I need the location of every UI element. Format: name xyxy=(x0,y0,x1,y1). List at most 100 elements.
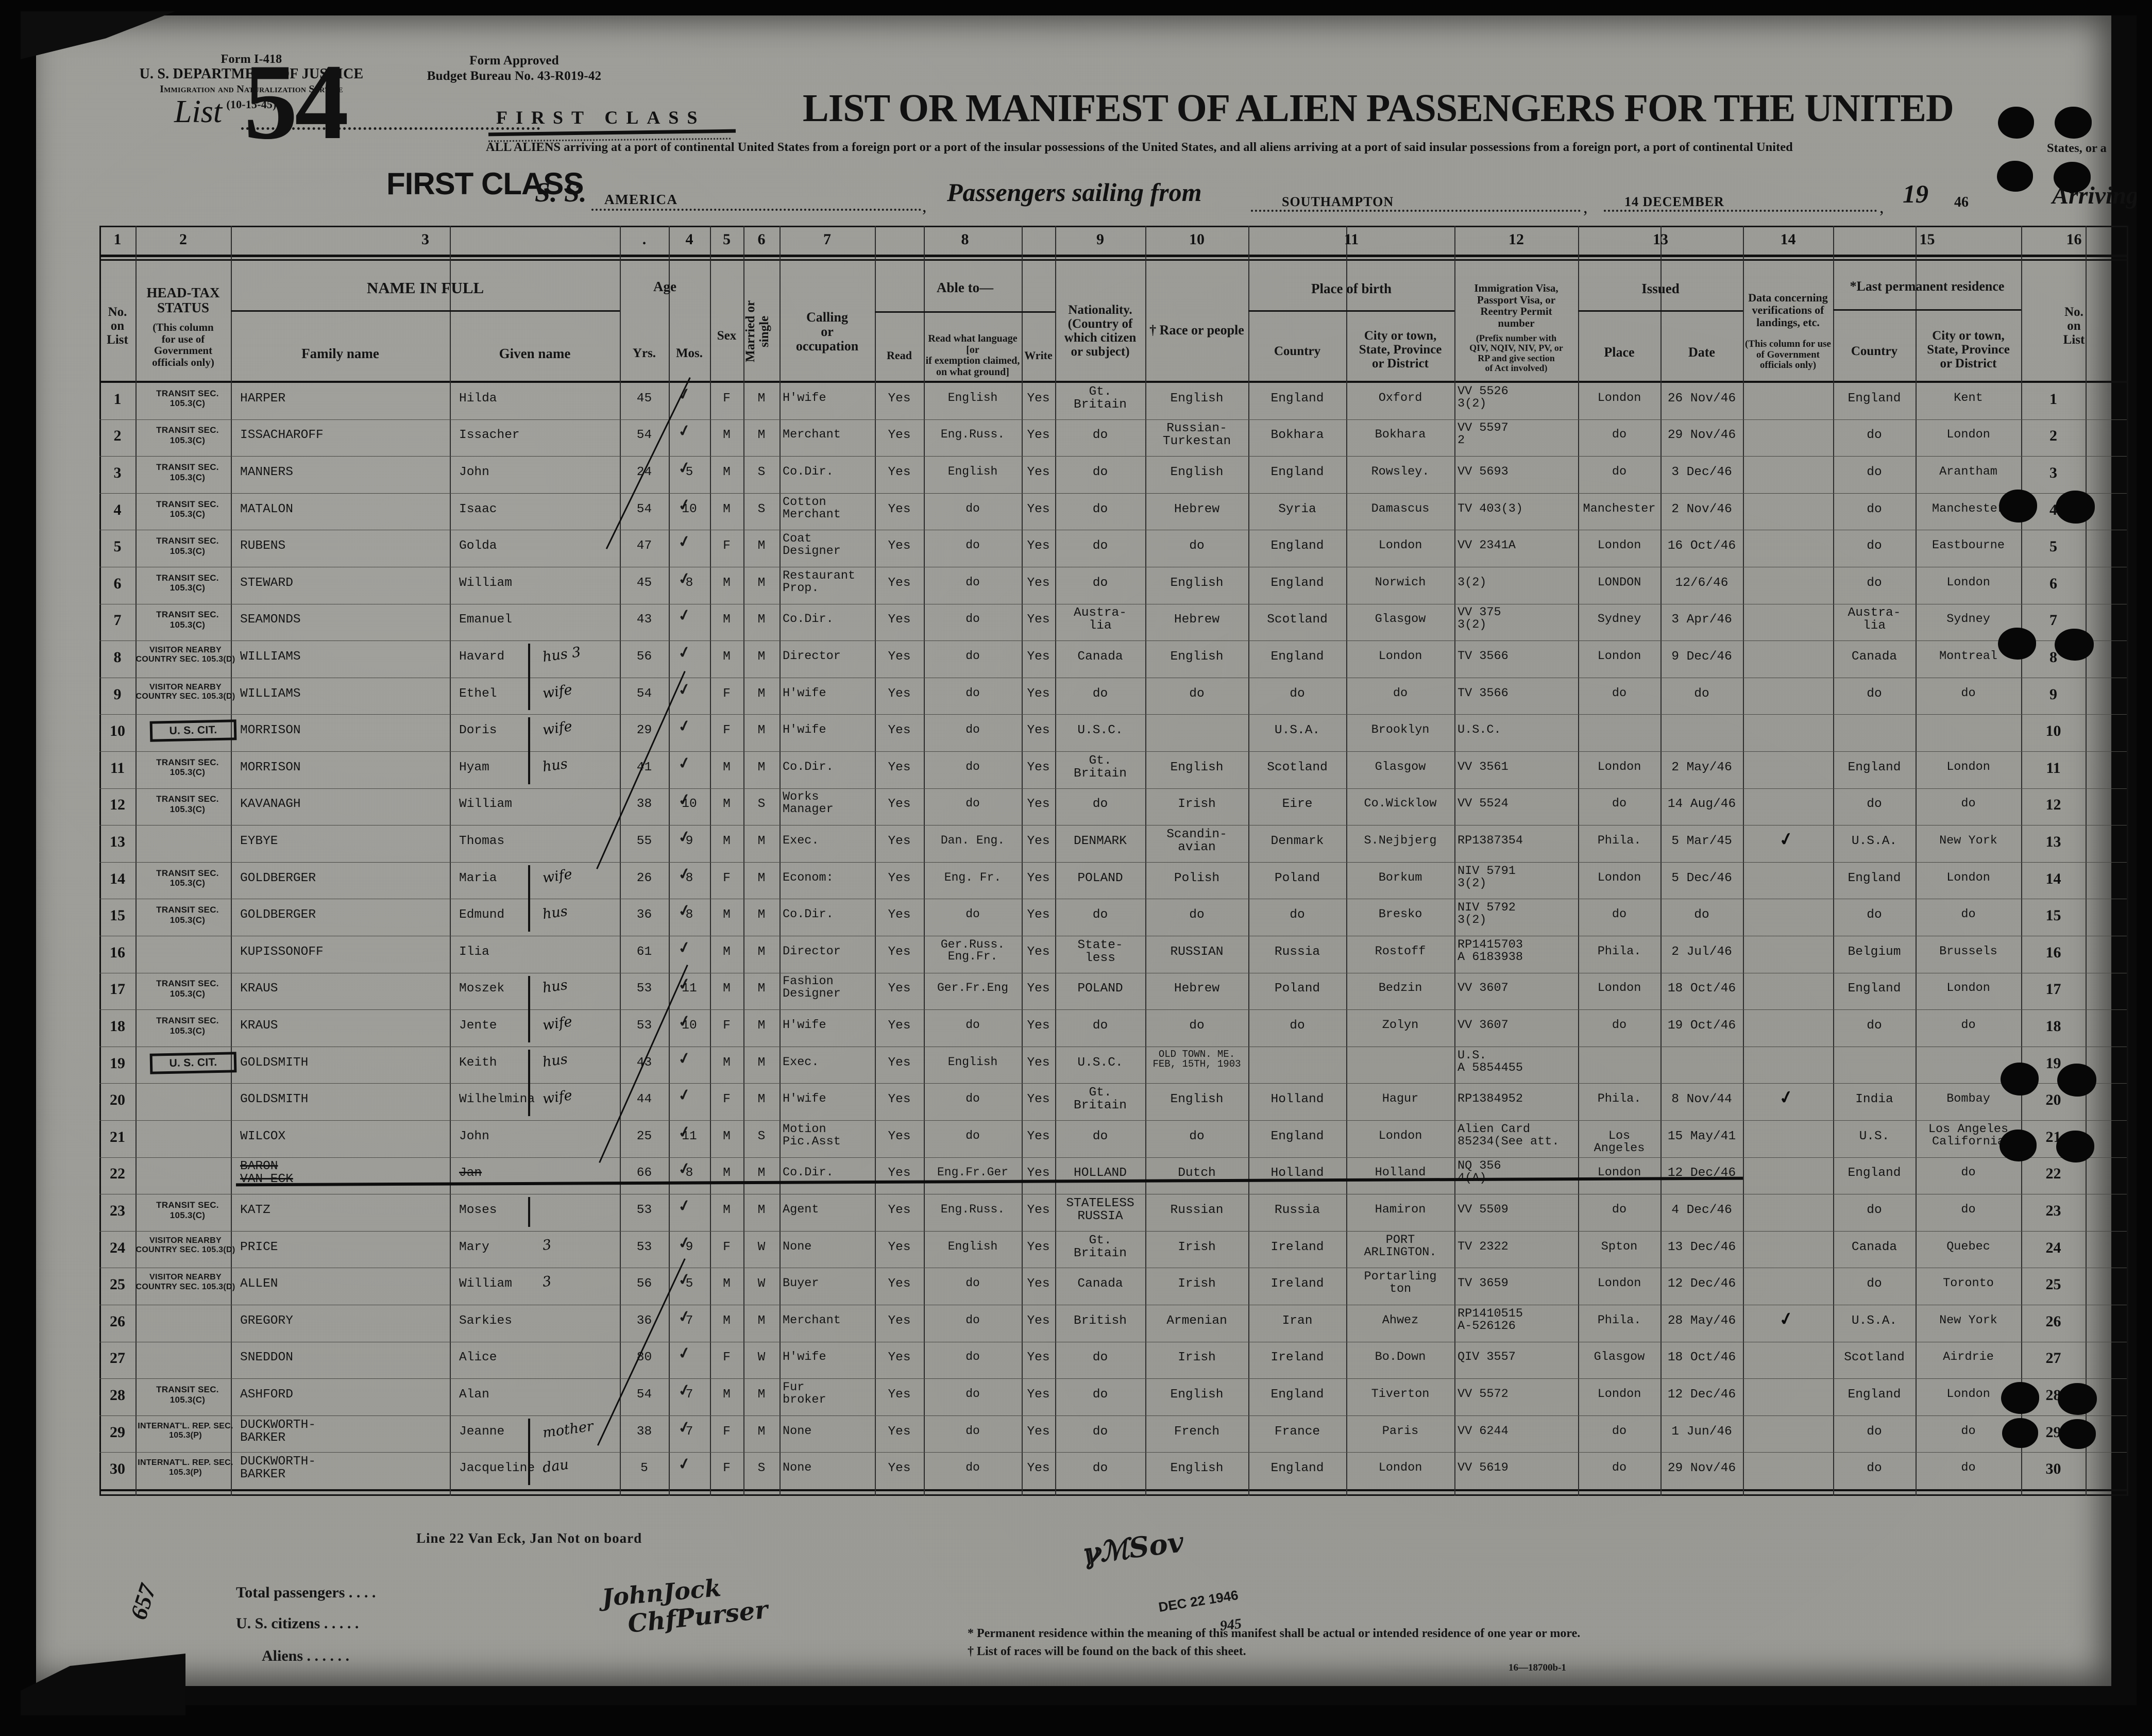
passenger-given-name: Sarkies xyxy=(459,1313,512,1328)
header-birth-city: City or town, State, Province or Distric… xyxy=(1359,329,1442,370)
place-of-birth-city: do xyxy=(1393,686,1408,700)
place-of-birth-city: Ahwez xyxy=(1382,1313,1419,1327)
table-vline xyxy=(1660,226,1662,1496)
able-to-write: Yes xyxy=(1027,871,1050,885)
place-of-birth-country: England xyxy=(1270,539,1324,553)
nationality: Gt. Britain xyxy=(1074,1086,1127,1113)
calling-occupation: Co.Dir. xyxy=(783,907,834,922)
date-stamp: DEC 22 1946 xyxy=(1157,1587,1240,1615)
calling-occupation: Restaurant Prop. xyxy=(783,568,856,595)
relationship-annotation: hus xyxy=(541,755,569,776)
able-to-write: Yes xyxy=(1027,1055,1050,1070)
residence-city: do xyxy=(1961,797,1976,811)
row-number-right: 9 xyxy=(2049,685,2057,703)
header-visa-note: (Prefix number with QIV, NQIV, NIV, PV, … xyxy=(1469,333,1563,374)
passenger-family-name: GOLDBERGER xyxy=(240,871,316,885)
issued-date: 14 Aug/46 xyxy=(1667,797,1736,812)
row-number-right: 27 xyxy=(2045,1350,2061,1367)
place-of-birth-city: Zolyn xyxy=(1382,1018,1419,1032)
passenger-given-name: John xyxy=(459,465,489,479)
calling-occupation: H'wife xyxy=(783,1092,826,1106)
ship-prefix-label: S. S. xyxy=(535,177,587,208)
age-months: 8 xyxy=(685,871,693,885)
able-to-read: Yes xyxy=(888,760,911,774)
column-number-15: 14 xyxy=(1780,231,1796,248)
issued-place: London xyxy=(1597,1276,1641,1291)
married-or-single: S xyxy=(757,502,766,516)
nationality: do xyxy=(1092,1129,1108,1143)
place-of-birth-city: Portarling ton xyxy=(1364,1270,1437,1296)
place-of-birth-city: Tiverton xyxy=(1371,1387,1430,1401)
head-tax-status-transit: TRANSIT SEC. 105.3(C) xyxy=(156,572,219,593)
age-years: 25 xyxy=(636,1129,652,1143)
total-passengers-label: Total passengers . . . . xyxy=(236,1584,376,1601)
header-nationality: Nationality. (Country of which citizen o… xyxy=(1064,303,1137,359)
table-hrule xyxy=(99,788,2127,789)
table-hrule xyxy=(99,226,2127,227)
row-number-right: 24 xyxy=(2045,1239,2061,1256)
issued-place: do xyxy=(1612,1018,1627,1032)
able-to-read: Yes xyxy=(888,723,911,738)
married-or-single: M xyxy=(757,1388,766,1402)
married-or-single: M xyxy=(757,650,766,664)
nationality: do xyxy=(1092,686,1108,701)
punch-hole-ink-blob-3 xyxy=(2054,162,2091,193)
row-number-left: 17 xyxy=(110,981,125,998)
film-edge-bottom xyxy=(0,1705,2152,1736)
race-or-people: Armenian xyxy=(1166,1313,1227,1328)
calling-occupation: Director xyxy=(783,944,841,958)
visa-permit-number: Alien Card 85234(See att. xyxy=(1458,1122,1560,1149)
married-or-single: S xyxy=(757,1461,766,1476)
visa-permit-number: U.S. A 5854455 xyxy=(1458,1048,1523,1075)
read-what-language: do xyxy=(965,538,980,552)
age-years: 45 xyxy=(636,391,652,406)
list-label: List xyxy=(174,94,223,129)
married-or-single: W xyxy=(757,1351,766,1365)
issued-date: 19 Oct/46 xyxy=(1667,1019,1736,1033)
passenger-given-name: Alice xyxy=(459,1351,497,1365)
visa-permit-number: VV 5597 2 xyxy=(1458,421,1509,448)
form-service: Immigration and Naturalization Service xyxy=(160,83,343,95)
able-to-write: Yes xyxy=(1027,391,1050,406)
issued-place: London xyxy=(1597,1387,1641,1401)
header-residence-country: Country xyxy=(1851,344,1898,358)
place-of-birth-city: Paris xyxy=(1382,1424,1419,1438)
age-check-mark: ✓ xyxy=(676,1085,693,1105)
race-or-people: Irish xyxy=(1178,1351,1216,1365)
age-years: 36 xyxy=(636,908,652,922)
row-number-right: 11 xyxy=(2046,759,2061,777)
place-of-birth-city: Oxford xyxy=(1378,391,1422,405)
issued-date: 16 Oct/46 xyxy=(1667,539,1736,553)
passenger-family-name: RUBENS xyxy=(240,539,286,553)
able-to-write: Yes xyxy=(1027,539,1050,553)
sex: M xyxy=(723,1055,731,1070)
row-number-left: 2 xyxy=(113,427,122,445)
place-of-birth-country: England xyxy=(1270,1129,1324,1143)
issued-place: Phila. xyxy=(1597,1313,1641,1327)
film-edge-right xyxy=(2137,0,2152,1736)
issued-place: do xyxy=(1612,686,1627,700)
race-or-people: do xyxy=(1189,1019,1205,1033)
table-hrule xyxy=(99,1415,2127,1416)
table-vline xyxy=(620,226,621,1496)
residence-city: London xyxy=(1946,870,1990,885)
header-no-on-list: No. on List xyxy=(107,305,128,347)
head-tax-status-international: INTERNAT'L. REP. SEC. 105.3(P) xyxy=(138,1421,233,1440)
visa-permit-number: VV 3561 xyxy=(1458,760,1509,774)
nationality: Canada xyxy=(1077,650,1123,664)
table-vline xyxy=(924,226,925,1496)
married-or-single: M xyxy=(757,760,766,774)
read-what-language: do xyxy=(965,760,980,773)
sex: M xyxy=(723,760,731,774)
residence-country: England xyxy=(1848,1388,1901,1402)
issued-date: 15 May/41 xyxy=(1667,1129,1736,1143)
age-years: 45 xyxy=(636,576,652,590)
nationality: do xyxy=(1092,1351,1108,1365)
visa-permit-number: NIV 5792 3(2) xyxy=(1458,901,1516,928)
table-hrule xyxy=(99,1489,2127,1491)
table-vline xyxy=(1578,226,1579,1496)
age-years: 55 xyxy=(636,834,652,848)
passenger-given-name: Wilhelmina xyxy=(459,1092,535,1107)
row-number-left: 15 xyxy=(110,907,125,924)
passenger-family-name: MORRISON xyxy=(240,760,301,774)
